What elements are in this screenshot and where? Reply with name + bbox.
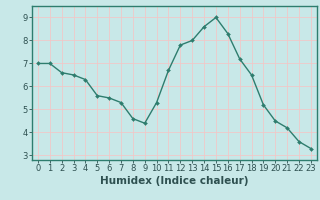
X-axis label: Humidex (Indice chaleur): Humidex (Indice chaleur) (100, 176, 249, 186)
